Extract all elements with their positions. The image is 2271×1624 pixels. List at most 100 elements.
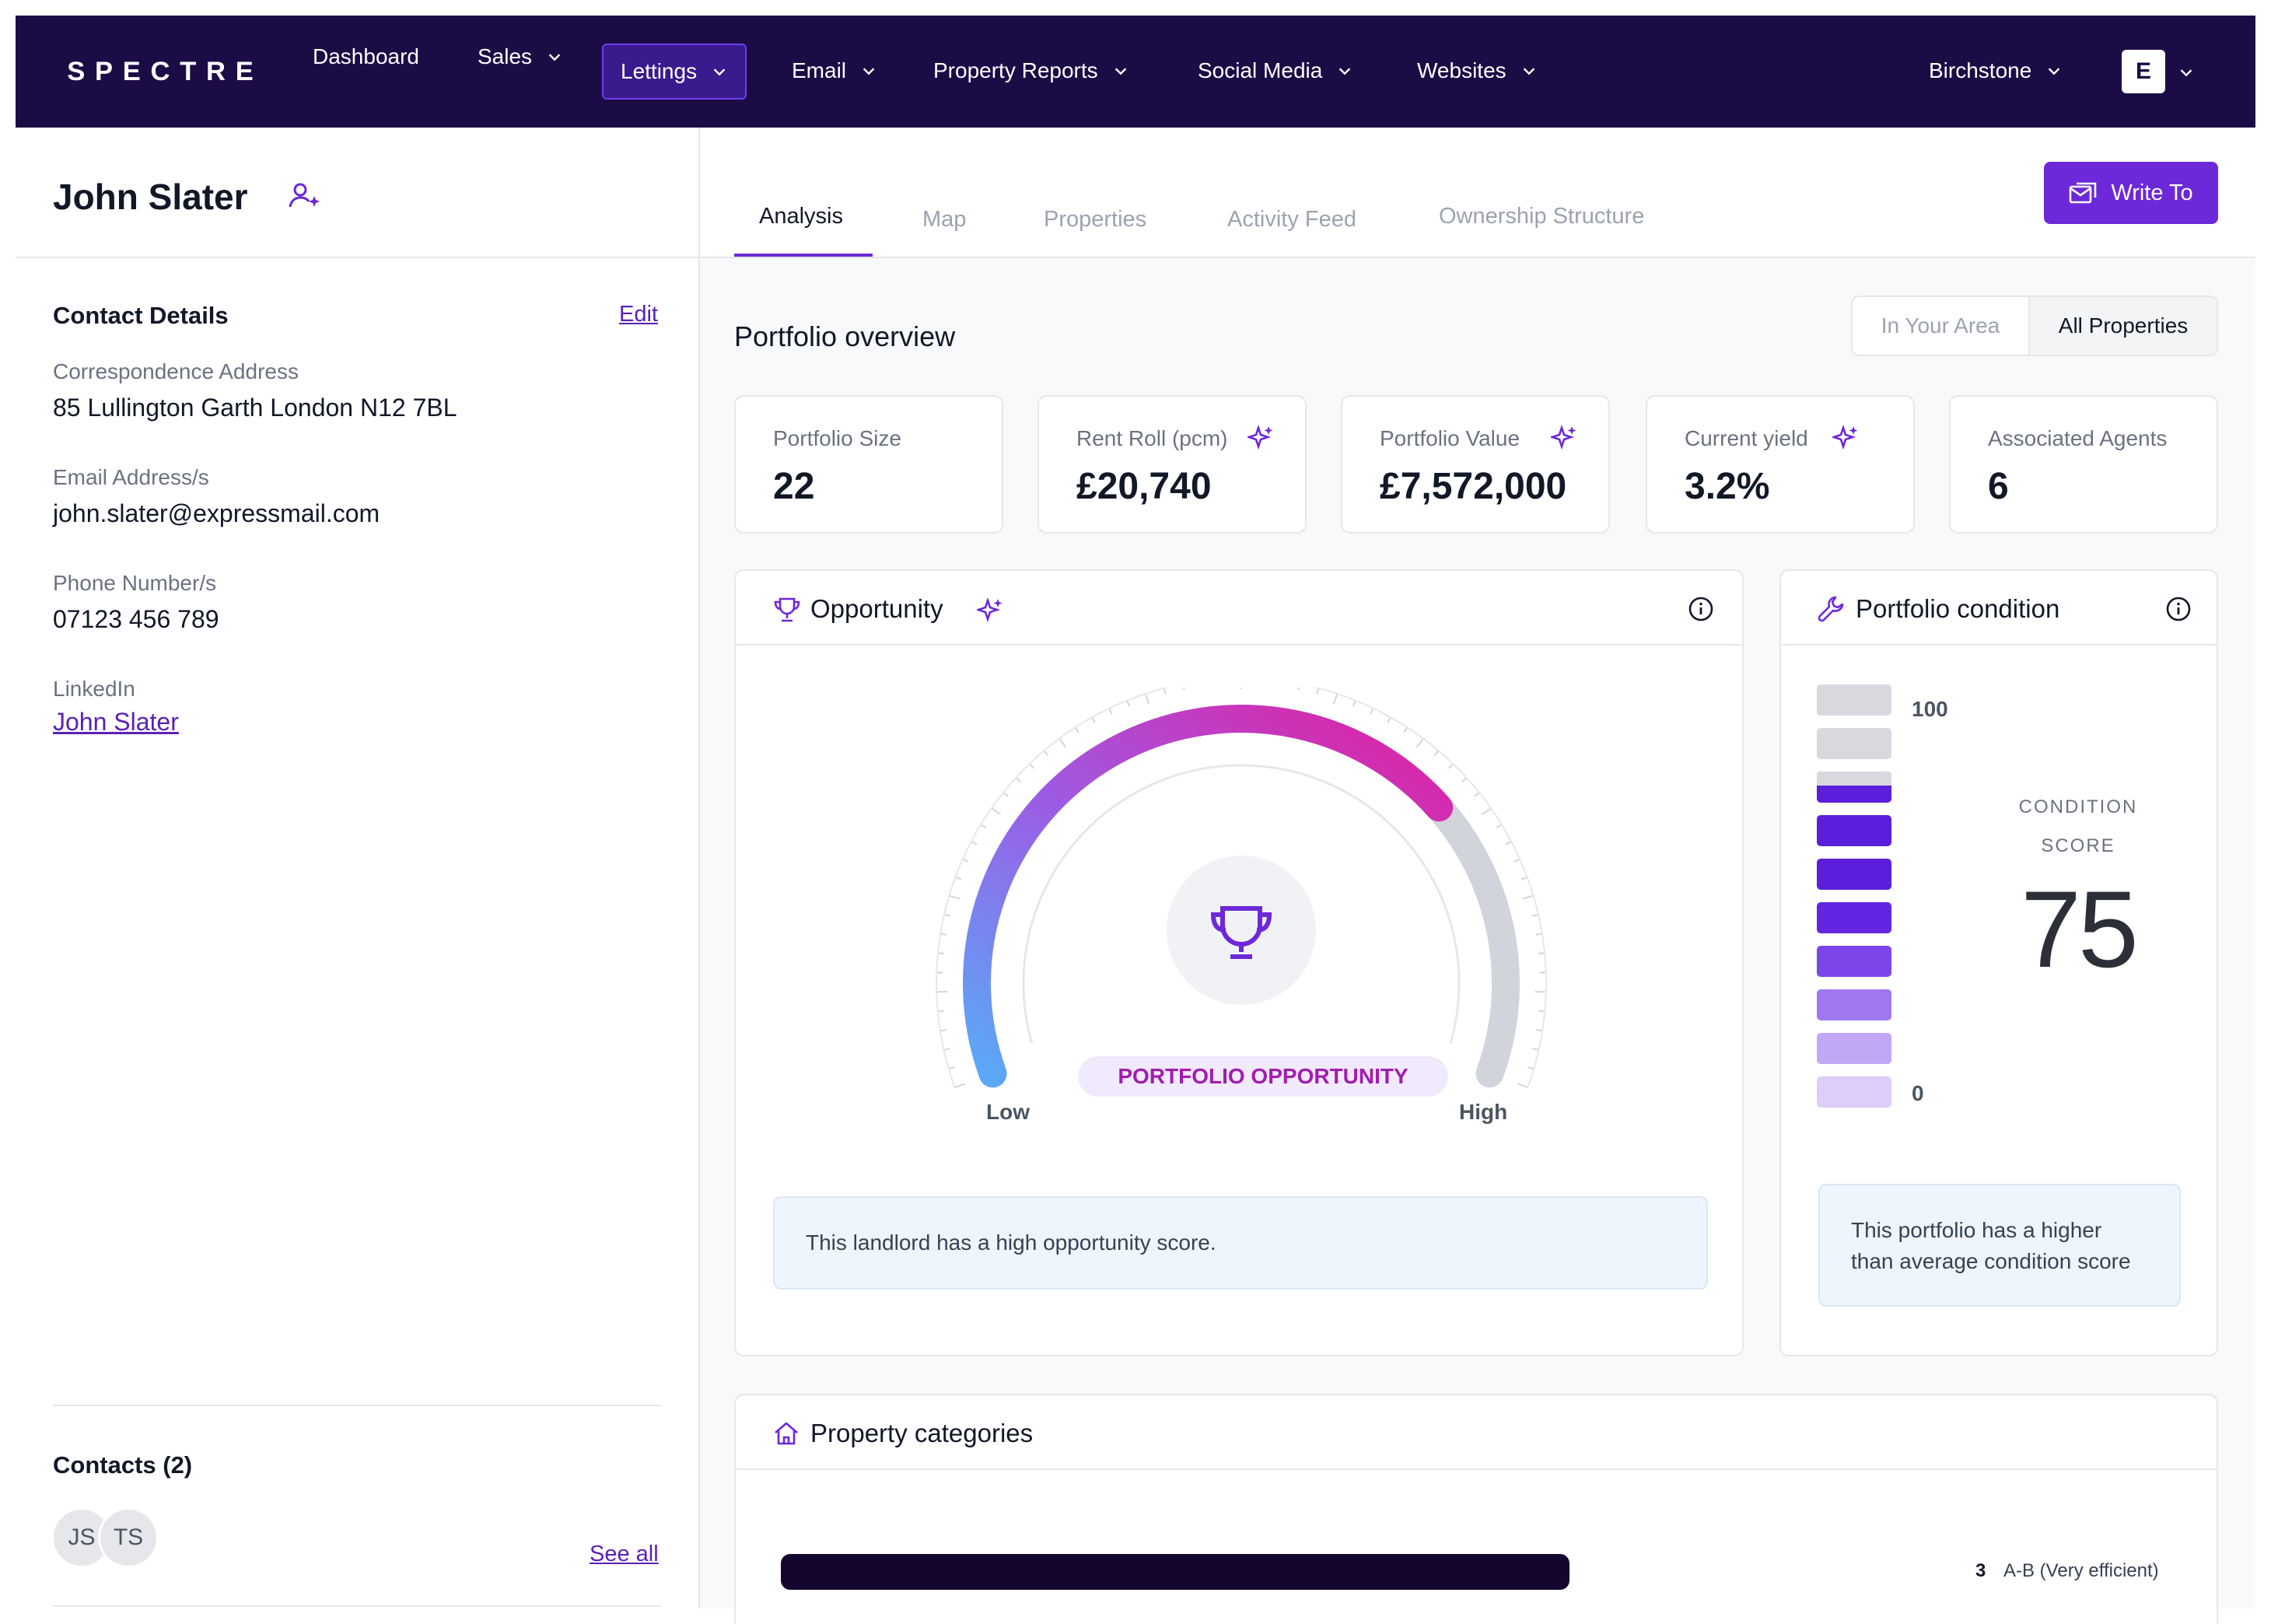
linkedin-link[interactable]: John Slater: [53, 708, 179, 736]
gauge-tick: [1517, 1083, 1528, 1089]
stat-label: Portfolio Size: [773, 426, 901, 450]
nav-property-reports[interactable]: Property Reports: [933, 45, 1129, 96]
edit-link[interactable]: Edit: [619, 302, 658, 327]
info-icon[interactable]: [1688, 596, 1714, 622]
gauge-tick: [937, 952, 944, 955]
scale-min-label: 0: [1912, 1081, 1924, 1105]
card-divider: [1781, 644, 2217, 646]
nav-dashboard[interactable]: Dashboard: [313, 31, 419, 82]
trophy-icon: [774, 597, 800, 622]
gauge-tick: [962, 858, 969, 863]
gauge-tick: [1527, 1066, 1534, 1070]
gauge-tick: [1538, 1010, 1545, 1013]
condition-level-block: [1817, 946, 1891, 977]
nav-websites[interactable]: Websites: [1417, 45, 1538, 96]
gauge-tick: [1496, 824, 1503, 829]
write-to-label: Write To: [2111, 180, 2193, 205]
gauge-inner-ring: [1022, 764, 1461, 1044]
gauge-tick: [1332, 693, 1338, 705]
card-divider: [736, 1468, 2217, 1470]
gauge-tick: [1015, 777, 1021, 783]
gauge-tick: [1535, 933, 1542, 936]
card-divider: [736, 644, 1742, 646]
stat-value: £20,740: [1076, 466, 1212, 507]
stat-card-rent-roll: Rent Roll (pcm) £20,740: [1038, 395, 1307, 534]
info-icon[interactable]: [2165, 596, 2192, 622]
gauge-tick: [1520, 876, 1527, 880]
condition-level-block: [1817, 728, 1891, 759]
gauge-tick: [1513, 858, 1520, 863]
sparkle-icon: [1247, 425, 1273, 450]
contacts-bottom-divider: [53, 1605, 661, 1607]
gauge-tick: [971, 841, 978, 845]
nav-label: Websites: [1417, 58, 1506, 82]
gauge-tick: [1108, 708, 1113, 715]
gauge-tick: [1316, 688, 1320, 695]
category-bar: [781, 1554, 1569, 1590]
property-categories-card: Property categories 3 A-B (Very efficien…: [734, 1394, 2218, 1624]
user-avatar[interactable]: E: [2122, 50, 2165, 93]
scale-max-label: 100: [1912, 697, 1948, 721]
chevron-down-icon: [863, 68, 875, 75]
tab-analysis[interactable]: Analysis: [759, 204, 843, 229]
gauge-tick: [1163, 688, 1167, 695]
condition-level-block: [1817, 859, 1891, 890]
tab-map[interactable]: Map: [922, 207, 967, 232]
opportunity-gauge: [936, 688, 1547, 1089]
condition-level-block: [1817, 1076, 1891, 1108]
user-sparkle-icon[interactable]: [288, 180, 322, 212]
gauge-tick: [949, 894, 961, 900]
tab-activity-feed[interactable]: Activity Feed: [1227, 207, 1356, 232]
phone-value: 07123 456 789: [53, 605, 219, 633]
gauge-tick: [948, 1066, 955, 1070]
stat-label: Current yield: [1685, 426, 1808, 450]
nav-label: Email: [792, 58, 847, 82]
sparkle-icon: [977, 597, 1003, 623]
tab-properties[interactable]: Properties: [1044, 207, 1147, 232]
write-to-button[interactable]: Write To: [2044, 162, 2218, 224]
spectre-logo[interactable]: SPECTRE: [65, 56, 260, 87]
gauge-tick: [1091, 716, 1096, 723]
area-toggle: In Your Area All Properties: [1851, 296, 2218, 356]
gauge-tick: [1415, 737, 1424, 748]
gauge-tick: [1183, 688, 1185, 691]
stat-value: 3.2%: [1685, 466, 1770, 507]
tab-ownership-structure[interactable]: Ownership Structure: [1439, 204, 1645, 229]
gauge-outer-ring: [936, 688, 1547, 1088]
gauge-tick: [943, 913, 951, 917]
nav-email[interactable]: Email: [792, 45, 877, 96]
category-count: 3: [1975, 1560, 1986, 1581]
letters-icon: [2070, 182, 2097, 204]
nav-social-media[interactable]: Social Media: [1198, 45, 1353, 96]
gauge-tick: [1461, 777, 1468, 783]
account-name: Birchstone: [1929, 58, 2032, 82]
address-label: Correspondence Address: [53, 359, 299, 383]
gauge-tick: [1403, 726, 1408, 733]
top-navigation: [16, 16, 2255, 128]
see-all-link[interactable]: See all: [590, 1542, 659, 1566]
nav-sales[interactable]: Sales: [478, 31, 563, 82]
toggle-in-your-area[interactable]: In Your Area: [1881, 313, 2000, 338]
toggle-all-properties[interactable]: All Properties: [2028, 297, 2217, 355]
nav-label: Property Reports: [933, 58, 1098, 82]
svg-text:SPECTRE: SPECTRE: [67, 57, 260, 86]
gauge-tick: [1297, 688, 1300, 691]
stat-value: 6: [1988, 466, 2009, 507]
contact-details-heading: Contact Details: [53, 302, 229, 329]
gauge-tick: [991, 807, 1001, 816]
phone-label: Phone Number/s: [53, 571, 217, 595]
gauge-tick: [1003, 792, 1009, 797]
condition-level-block: [1817, 1033, 1891, 1064]
trophy-badge: [1167, 856, 1316, 1005]
contact-avatar[interactable]: TS: [98, 1507, 159, 1568]
gauge-tick: [1126, 700, 1131, 707]
condition-score-label: CONDITION: [2018, 796, 2138, 817]
category-label: A-B (Very efficient): [2003, 1560, 2159, 1581]
account-switcher[interactable]: Birchstone: [1929, 45, 2063, 96]
nav-lettings[interactable]: Lettings: [602, 44, 747, 100]
gauge-ticks: [936, 688, 1547, 1089]
stat-card-current-yield: Current yield 3.2%: [1646, 395, 1915, 534]
gauge-tick: [1059, 737, 1067, 748]
chevron-down-icon[interactable]: [2178, 64, 2195, 81]
address-value: 85 Lullington Garth London N12 7BL: [53, 394, 457, 422]
